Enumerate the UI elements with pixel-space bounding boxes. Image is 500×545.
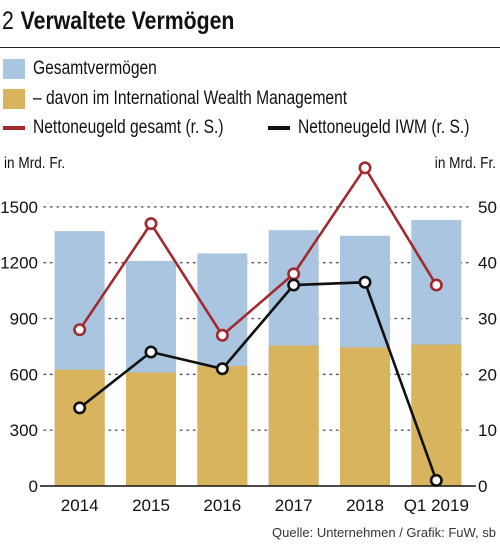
line-series-nettoneugeld-iwm — [78, 280, 438, 481]
x-tick-label-2015: 2015 — [132, 496, 170, 515]
legend-item-iwm-assets: – davon im International Wealth Manageme… — [3, 85, 416, 113]
source-note: Quelle: Unternehmen / Grafik: FuW, sb — [272, 525, 496, 540]
y-right-tick-label-20: 20 — [478, 365, 497, 384]
point-gesamt-2014 — [73, 323, 87, 337]
line-series-nettoneugeld-gesamt — [78, 165, 438, 338]
x-tick-label-2018: 2018 — [346, 496, 384, 515]
legend-label-iwm-assets: – davon im International Wealth Manageme… — [33, 88, 348, 109]
point-iwm-2018 — [358, 275, 372, 289]
legend-label-gesamtvermoegen: Gesamtvermögen — [33, 58, 157, 79]
legend-swatch-gesamtvermoegen — [3, 59, 25, 79]
point-iwm-2014 — [73, 401, 87, 415]
y-left-tick-label-300: 300 — [10, 421, 38, 440]
bar-iwm-Q1-2019 — [411, 344, 462, 486]
bar-iwm-2017 — [268, 345, 319, 486]
point-gesamt-2016 — [215, 328, 229, 342]
y-left-tick-label-900: 900 — [10, 310, 38, 329]
y-right-tick-label-40: 40 — [478, 254, 497, 273]
left-axis-unit: in Mrd. Fr. — [4, 155, 66, 172]
legend-swatch-nettoneugeld-iwm — [268, 126, 290, 130]
chart-number: 2 — [2, 7, 14, 35]
legend-label-nettoneugeld-gesamt: Nettoneugeld gesamt (r. S.) — [33, 117, 224, 138]
y-left-tick-label-1200: 1200 — [0, 254, 38, 273]
y-right-tick-label-10: 10 — [478, 421, 497, 440]
chart-title: 2 Verwaltete Vermögen — [2, 4, 234, 38]
legend-item-gesamtvermoegen: Gesamtvermögen — [3, 55, 184, 83]
point-gesamt-2015 — [144, 217, 158, 231]
title-rule — [0, 47, 500, 48]
x-tick-label-2016: 2016 — [203, 496, 241, 515]
y-left-tick-label-0: 0 — [29, 477, 38, 496]
bar-iwm-2015 — [126, 372, 176, 486]
x-tick-label-Q1-2019: Q1 2019 — [404, 496, 469, 515]
point-iwm-Q1-2019 — [429, 473, 443, 487]
x-tick-label-2017: 2017 — [275, 496, 313, 515]
point-iwm-2015 — [144, 345, 158, 359]
y-right-tick-label-0: 0 — [478, 477, 487, 496]
legend-swatch-nettoneugeld-gesamt — [3, 126, 25, 130]
legend-item-nettoneugeld-gesamt: Nettoneugeld gesamt (r. S.) — [3, 114, 265, 142]
point-iwm-2017 — [287, 278, 301, 292]
point-gesamt-Q1-2019 — [429, 278, 443, 292]
y-left-tick-label-600: 600 — [10, 365, 38, 384]
legend-label-nettoneugeld-iwm: Nettoneugeld IWM (r. S.) — [298, 117, 470, 138]
bar-iwm-2014 — [54, 369, 105, 486]
y-right-tick-label-50: 50 — [478, 198, 497, 217]
legend-swatch-iwm-assets — [3, 89, 25, 109]
x-tick-label-2014: 2014 — [61, 496, 99, 515]
bar-iwm-2018 — [340, 347, 390, 486]
chart-title-text: Verwaltete Vermögen — [20, 7, 235, 35]
point-iwm-2016 — [215, 362, 229, 376]
right-axis-unit: in Mrd. Fr. — [434, 155, 496, 172]
y-right-tick-label-30: 30 — [478, 310, 497, 329]
point-gesamt-2017 — [287, 267, 301, 281]
point-gesamt-2018 — [358, 161, 372, 175]
legend-item-nettoneugeld-iwm: Nettoneugeld IWM (r. S.) — [268, 114, 500, 142]
bar-iwm-2016 — [197, 365, 248, 486]
y-left-tick-label-1500: 1500 — [0, 198, 38, 217]
